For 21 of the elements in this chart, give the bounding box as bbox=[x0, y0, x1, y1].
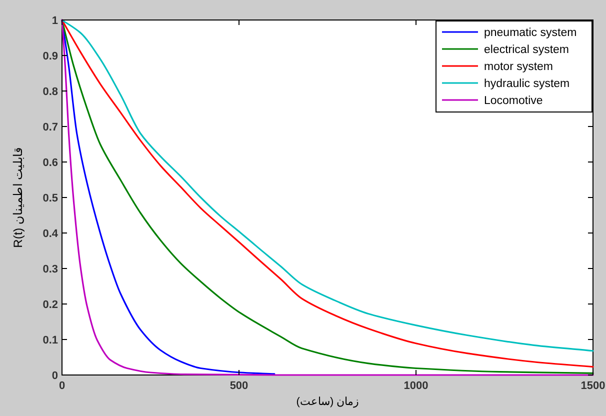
y-tick-label: 0.1 bbox=[42, 334, 58, 346]
legend-label: pneumatic system bbox=[484, 27, 577, 39]
y-tick-label: 0 bbox=[52, 370, 58, 382]
y-tick-label: 0.4 bbox=[42, 228, 59, 240]
legend-label: electrical system bbox=[484, 44, 569, 56]
y-tick-label: 1 bbox=[52, 15, 58, 27]
y-tick-label: 0.8 bbox=[42, 86, 58, 98]
x-tick-label: 500 bbox=[230, 380, 248, 392]
legend-label: motor system bbox=[484, 61, 554, 73]
y-tick-label: 0.3 bbox=[42, 264, 58, 276]
x-axis-title: زمان (ساعت) bbox=[296, 396, 359, 408]
legend-label: Locomotive bbox=[484, 95, 543, 107]
y-axis-title: R(t) قابلیت اطمینان bbox=[11, 147, 25, 248]
legend-label: hydraulic system bbox=[484, 78, 570, 90]
y-tick-label: 0.7 bbox=[42, 122, 58, 134]
y-tick-label: 0.5 bbox=[42, 192, 58, 204]
y-tick-label: 0.2 bbox=[42, 299, 58, 311]
x-tick-label: 1500 bbox=[580, 380, 606, 392]
x-tick-label: 1000 bbox=[404, 380, 428, 392]
y-tick-label: 0.6 bbox=[42, 157, 58, 169]
y-tick-label: 0.9 bbox=[42, 50, 58, 62]
